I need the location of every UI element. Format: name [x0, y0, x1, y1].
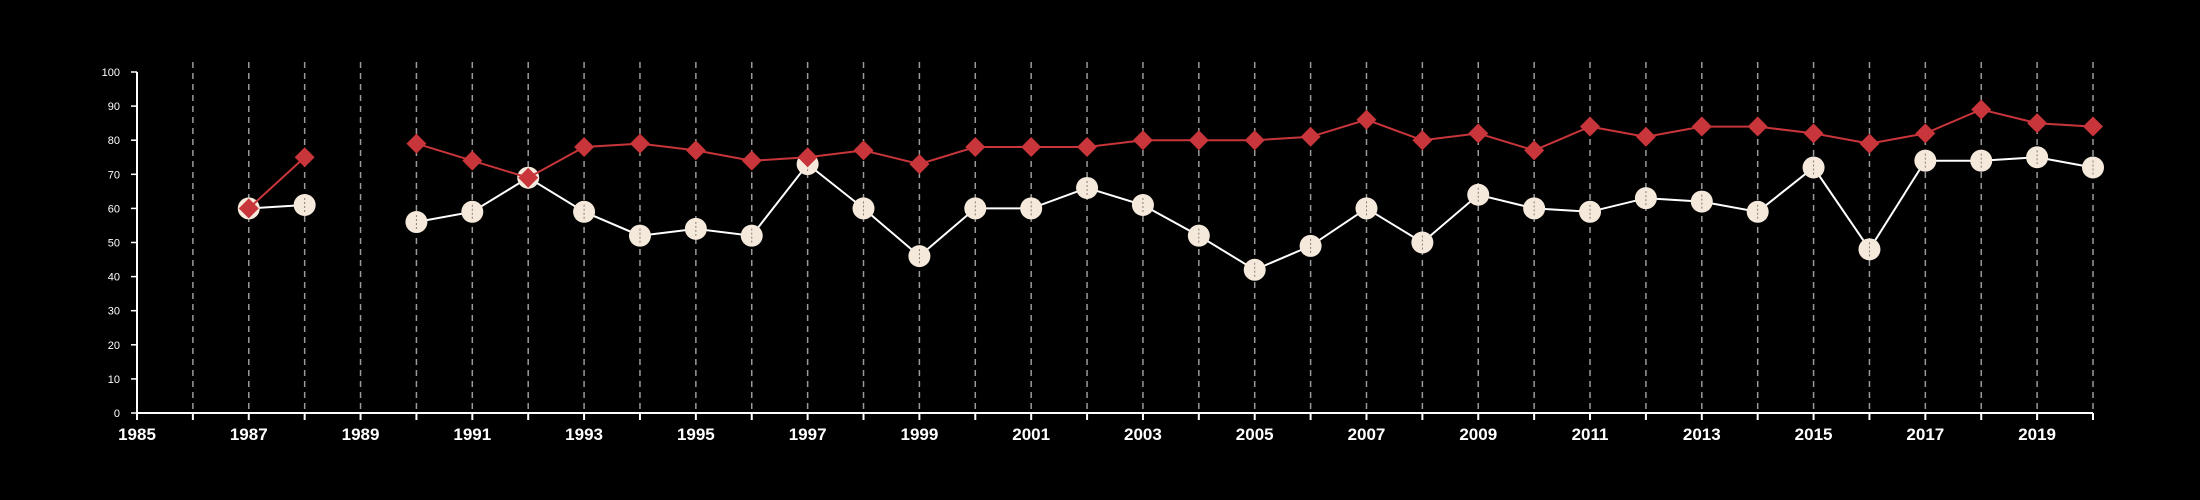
- x-tick-label: 2019: [2018, 425, 2056, 444]
- data-point: [462, 150, 483, 171]
- data-point: [2082, 156, 2104, 179]
- data-point: [574, 137, 595, 158]
- x-tick-label: 2015: [1795, 425, 1833, 444]
- data-point: [2083, 116, 2103, 137]
- x-tick-label: 2009: [1459, 425, 1497, 444]
- data-point: [461, 200, 484, 223]
- data-point: [1132, 130, 1153, 151]
- data-point: [1747, 116, 1768, 137]
- data-point: [741, 150, 762, 171]
- data-point: [238, 198, 259, 219]
- x-tick-label: 1999: [900, 425, 938, 444]
- data-point: [628, 224, 651, 247]
- data-point: [1580, 116, 1601, 137]
- x-tick-label: 2005: [1236, 425, 1274, 444]
- y-tick-label: 0: [114, 408, 120, 420]
- data-point: [1021, 137, 1042, 158]
- data-point: [853, 140, 874, 161]
- series-line: [248, 156, 306, 210]
- y-tick-label: 60: [108, 203, 120, 215]
- data-point: [1690, 190, 1713, 213]
- data-point: [1020, 197, 1043, 220]
- data-point: [1691, 116, 1712, 137]
- data-point: [1579, 200, 1602, 223]
- y-tick-label: 40: [108, 272, 120, 284]
- data-point: [629, 133, 650, 154]
- data-point: [1635, 126, 1656, 147]
- data-point: [1300, 126, 1321, 147]
- x-tick-label: 2017: [1906, 425, 1944, 444]
- data-point: [1970, 149, 1993, 172]
- data-point: [740, 224, 763, 247]
- data-point: [2027, 113, 2048, 134]
- data-point: [1915, 123, 1936, 144]
- data-point: [293, 193, 316, 216]
- x-tick-label: 2011: [1572, 425, 1609, 444]
- data-point: [2026, 146, 2049, 169]
- x-tick-label: 1989: [342, 425, 380, 444]
- x-tick-label: 1995: [677, 425, 715, 444]
- data-point: [1859, 133, 1880, 154]
- y-tick-label: 100: [102, 67, 120, 79]
- data-point: [1411, 231, 1434, 254]
- data-point: [1077, 137, 1098, 158]
- data-point: [1523, 197, 1546, 220]
- data-point: [1803, 123, 1824, 144]
- data-point: [1244, 130, 1265, 151]
- x-tick-label: 1993: [565, 425, 603, 444]
- data-point: [852, 197, 875, 220]
- data-point: [1412, 130, 1433, 151]
- data-point: [1634, 187, 1657, 210]
- data-point: [1356, 109, 1377, 130]
- x-tick-label: 2001: [1012, 425, 1050, 444]
- x-tick-label: 1987: [230, 425, 268, 444]
- data-point: [964, 197, 987, 220]
- data-point: [573, 200, 596, 223]
- data-point: [1914, 149, 1937, 172]
- data-point: [405, 211, 428, 234]
- y-tick-label: 10: [108, 374, 120, 386]
- white-circle-series: [237, 146, 2104, 281]
- grid-lines: [192, 62, 2094, 413]
- data-point: [1971, 99, 1992, 120]
- series: [237, 99, 2104, 281]
- x-tick-label: 2003: [1124, 425, 1162, 444]
- red-diamond-series: [238, 99, 2103, 219]
- data-point: [685, 140, 706, 161]
- data-point: [1467, 183, 1490, 206]
- data-point: [1243, 258, 1266, 281]
- x-tick-label: 2007: [1348, 425, 1386, 444]
- data-point: [1468, 123, 1489, 144]
- axes: 1985 1987 1989 1991 1993 1995 1997 1999 2001 2003…: [102, 67, 2094, 444]
- data-point: [1802, 156, 1825, 179]
- data-point: [406, 133, 427, 154]
- data-point: [1524, 140, 1545, 161]
- data-point: [1188, 130, 1209, 151]
- data-point: [1355, 197, 1378, 220]
- y-tick-label: 70: [108, 169, 120, 181]
- x-tick-label: 1997: [789, 425, 827, 444]
- data-point: [294, 147, 315, 168]
- data-point: [684, 217, 707, 240]
- data-point: [1076, 176, 1099, 199]
- x-tick-label: 1985: [118, 425, 156, 444]
- data-point: [1131, 193, 1154, 216]
- data-point: [908, 245, 931, 268]
- data-point: [1746, 200, 1769, 223]
- data-point: [965, 137, 986, 158]
- y-tick-label: 30: [108, 306, 120, 318]
- y-tick-label: 90: [108, 101, 120, 113]
- data-point: [518, 167, 539, 188]
- x-tick-label: 1991: [453, 425, 491, 444]
- data-point: [1858, 238, 1881, 261]
- y-tick-label: 20: [108, 340, 120, 352]
- x-tick-label: 2013: [1683, 425, 1721, 444]
- y-tick-label: 50: [108, 238, 120, 250]
- data-point: [909, 154, 930, 175]
- data-point: [797, 147, 818, 168]
- data-point: [1299, 234, 1322, 257]
- y-tick-label: 80: [108, 135, 120, 147]
- data-point: [1187, 224, 1210, 247]
